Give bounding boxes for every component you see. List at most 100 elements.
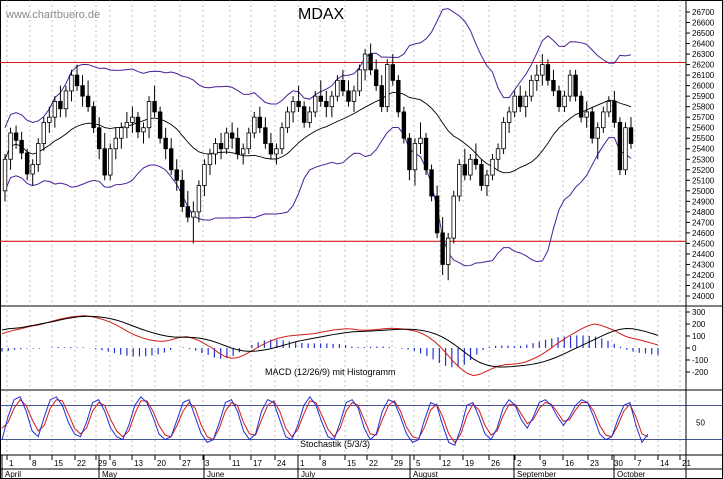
candle-body: [119, 127, 124, 139]
price-tick-label: 26700: [692, 8, 715, 17]
candle-body: [462, 164, 468, 176]
price-tick-label: 25300: [692, 155, 715, 164]
macd-tick-label: 100: [692, 332, 706, 341]
price-tick-label: 24000: [692, 292, 715, 301]
candle-body: [429, 169, 434, 197]
candle-body: [91, 106, 96, 129]
candle-body: [390, 64, 395, 81]
candle-body: [2, 158, 8, 192]
x-day-label: 5: [416, 459, 421, 468]
price-tick-label: 25900: [692, 92, 715, 101]
price-tick-label: 25700: [692, 113, 715, 122]
price-tick-label: 24200: [692, 271, 715, 280]
candle-body: [19, 139, 24, 154]
price-tick-label: 25000: [692, 187, 715, 196]
x-day-label: 30: [614, 459, 623, 468]
x-day-label: 17: [253, 459, 262, 468]
candle-body: [335, 79, 340, 97]
candle-body: [180, 179, 185, 207]
candle-body: [534, 74, 540, 81]
chart-title: MDAX: [298, 6, 345, 23]
candle-body: [47, 116, 52, 123]
x-day-label: 29: [394, 459, 403, 468]
price-tick-label: 24500: [692, 239, 715, 248]
x-day-label: 27: [182, 459, 191, 468]
candle-body: [628, 127, 634, 144]
candle-body: [506, 111, 512, 123]
candle-body: [567, 74, 573, 97]
candle-body: [617, 122, 623, 171]
candle-body: [490, 158, 495, 176]
candle-body: [185, 206, 191, 218]
candle-body: [13, 132, 19, 141]
candle-body: [213, 143, 218, 155]
macd-tick-label: 300: [692, 308, 706, 317]
candle-body: [241, 148, 246, 155]
macd-tick-label: 200: [692, 320, 706, 329]
candle-body: [562, 95, 567, 108]
price-tick-label: 24700: [692, 218, 715, 227]
x-month-label: April: [5, 470, 21, 479]
x-day-label: 8: [32, 459, 37, 468]
candle-body: [268, 143, 274, 155]
candle-body: [229, 132, 235, 139]
candle-body: [623, 127, 628, 171]
x-month-label: June: [207, 470, 225, 479]
price-tick-label: 25800: [692, 103, 715, 112]
candle-body: [8, 132, 13, 160]
x-day-label: 8: [322, 459, 327, 468]
price-tick-label: 26500: [692, 29, 715, 38]
candle-body: [612, 101, 617, 123]
candle-body: [174, 169, 179, 181]
candle-body: [146, 101, 152, 129]
middle-band: [4, 92, 632, 174]
candle-body: [457, 164, 462, 197]
price-tick-label: 24900: [692, 197, 715, 206]
stoch-k-line: [1, 395, 649, 446]
candle-body: [357, 69, 362, 92]
macd-tick-label: 0: [692, 344, 697, 353]
x-day-label: 9: [542, 459, 547, 468]
candle-body: [473, 158, 479, 165]
candle-body: [495, 148, 501, 160]
candle-body: [501, 122, 506, 150]
price-tick-label: 25500: [692, 134, 715, 143]
candle-body: [24, 152, 30, 175]
candle-body: [80, 85, 85, 97]
macd-signal-line: [1, 315, 659, 377]
candle-body: [285, 111, 290, 129]
candle-body: [529, 79, 534, 97]
candle-body: [141, 127, 146, 133]
price-tick-label: 24300: [692, 260, 715, 269]
macd-line: [1, 315, 659, 368]
x-day-label: 22: [77, 459, 86, 468]
price-tick-label: 25100: [692, 176, 715, 185]
candle-body: [368, 53, 373, 71]
candle-body: [301, 106, 307, 123]
candle-body: [74, 74, 80, 87]
candle-body: [540, 64, 545, 76]
candle-body: [401, 111, 407, 139]
candle-body: [351, 90, 357, 102]
candle-body: [246, 132, 251, 150]
x-day-label: 16: [565, 459, 574, 468]
candle-body: [340, 79, 346, 92]
candle-body: [163, 137, 168, 150]
candle-body: [191, 211, 196, 218]
candle-body: [296, 101, 301, 108]
price-tick-label: 26600: [692, 19, 715, 28]
candle-body: [218, 143, 224, 150]
candle-body: [373, 69, 379, 87]
candle-body: [224, 132, 229, 150]
candle-body: [279, 127, 285, 150]
upper-band: [4, 8, 632, 128]
x-day-label: 26: [491, 459, 500, 468]
candle-body: [412, 143, 418, 171]
candle-body: [52, 101, 58, 118]
price-tick-label: 24600: [692, 229, 715, 238]
watermark: www.chartbuero.de: [6, 9, 101, 21]
macd-tick-label: -100: [692, 356, 709, 365]
candle-body: [36, 143, 41, 165]
stoch-d-line: [1, 398, 649, 444]
